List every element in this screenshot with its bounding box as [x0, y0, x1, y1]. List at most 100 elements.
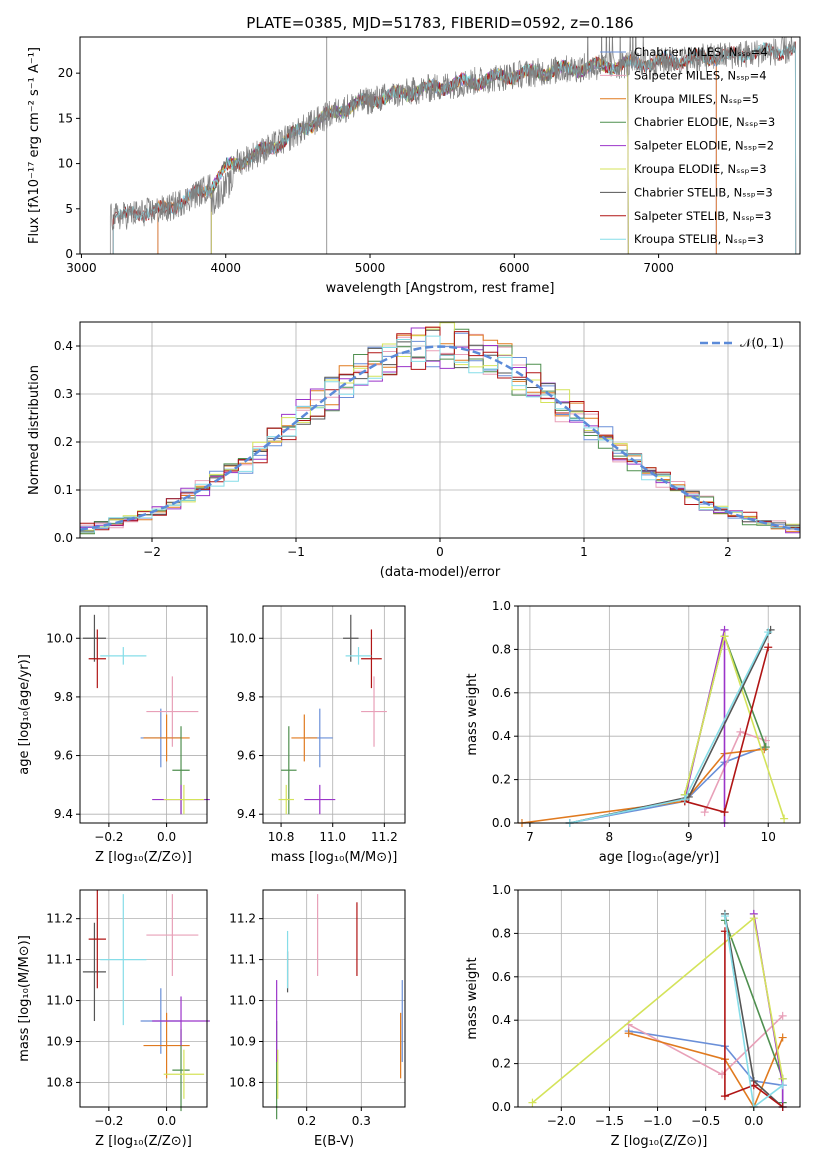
y-tick-label: 15 — [58, 111, 73, 125]
y-axis-label: Flux [fλ10⁻¹⁷ erg cm⁻² s⁻¹ A⁻¹] — [27, 47, 42, 244]
y-tick-label: 5 — [65, 202, 73, 216]
axes-frame — [262, 605, 406, 824]
y-tick-label: 9.6 — [54, 749, 73, 763]
y-tick-label: 0.0 — [492, 1100, 511, 1114]
y-tick-label: 10.0 — [229, 631, 256, 645]
mass-vs-ebv-panel: 0.2 0.3 10.8 10.9 11.0 11.1 11.2 E(B-V) — [229, 889, 406, 1149]
x-tick-label: 7000 — [643, 261, 674, 275]
weight-marker-salpeter_stelib — [720, 1092, 729, 1101]
x-tick-label: 2 — [724, 545, 732, 559]
x-tick-label: −1.5 — [595, 1114, 624, 1128]
y-tick-label: 0.6 — [492, 970, 511, 984]
x-axis-label: E(B-V) — [314, 1134, 354, 1149]
x-tick-label: 6000 — [499, 261, 530, 275]
residuals-panel: 𝒩(0, 1) −2 −1 0 1 2 0.0 0.1 0.2 0.3 0.4 (data-model… — [27, 321, 801, 580]
legend-label-chabrier_miles: Chabrier MILES, Nₛₛₚ=4 — [634, 45, 768, 59]
mass-vs-z-panel: −0.2 0.0 10.8 10.9 11.0 11.1 11.2 Z [log₁₀(Z/Z⊙… — [17, 889, 210, 1149]
axes-frame — [79, 605, 208, 824]
weight-vs-age-panel: 7 8 9 10 0.0 0.2 0.4 0.6 0.8 1.0 age [log₁₀(age/yr… — [465, 599, 801, 865]
x-tick-label: 0 — [436, 545, 444, 559]
x-tick-label: 0.2 — [297, 1114, 316, 1128]
y-tick-label: 0.2 — [492, 1057, 511, 1071]
axes-frame — [262, 889, 406, 1108]
legend-label-chabrier_elodie: Chabrier ELODIE, Nₛₛₚ=3 — [634, 115, 775, 129]
chart-title: PLATE=0385, MJD=51783, FIBERID=0592, z=0… — [246, 14, 633, 32]
weight-line-chabrier_stelib — [569, 629, 772, 824]
x-tick-label: −0.2 — [94, 830, 123, 844]
y-tick-label: 11.2 — [46, 912, 73, 926]
x-tick-label: 9 — [685, 830, 693, 844]
x-tick-label: 10 — [761, 830, 776, 844]
x-axis-label: Z [log₁₀(Z/Z⊙)] — [95, 1134, 192, 1149]
x-axis-label: Z [log₁₀(Z/Z⊙)] — [611, 1134, 708, 1149]
weight-line-kroupa_miles — [521, 748, 765, 824]
y-tick-label: 0.0 — [54, 531, 73, 545]
weight-marker-kroupa_stelib — [778, 1081, 787, 1090]
weight-line-chabrier_miles — [628, 1030, 783, 1087]
y-tick-label: 0.4 — [54, 339, 73, 353]
y-tick-label: 0.8 — [492, 926, 511, 940]
x-tick-label: 3000 — [66, 261, 97, 275]
weight-marker-kroupa_stelib — [764, 628, 773, 637]
y-tick-label: 10.8 — [46, 1075, 73, 1089]
y-axis-label: mass weight — [465, 673, 480, 755]
age-vs-mass-panel: 10.8 11.0 11.2 9.4 9.6 9.8 10.0 mass [log₁₀(M/M… — [229, 605, 406, 865]
axes-frame — [517, 605, 801, 824]
y-axis-label: mass weight — [465, 957, 480, 1039]
x-axis-label: mass [log₁₀(M/M⊙)] — [271, 850, 398, 865]
y-tick-label: 0.6 — [492, 686, 511, 700]
x-tick-label: −2.0 — [547, 1114, 576, 1128]
y-axis-label: Normed distribution — [27, 365, 42, 495]
weight-marker-kroupa_stelib — [680, 795, 689, 804]
x-tick-label: 0.0 — [157, 1114, 176, 1128]
legend-label-chabrier_stelib: Chabrier STELIB, Nₛₛₚ=3 — [634, 185, 773, 199]
y-tick-label: 11.0 — [46, 994, 73, 1008]
y-tick-label: 10.9 — [229, 1034, 256, 1048]
x-tick-label: −0.2 — [94, 1114, 123, 1128]
x-tick-label: −0.5 — [691, 1114, 720, 1128]
legend-label-kroupa_stelib: Kroupa STELIB, Nₛₛₚ=3 — [634, 232, 764, 246]
y-tick-label: 0.8 — [492, 642, 511, 656]
y-tick-label: 9.8 — [54, 690, 73, 704]
weight-marker-chabrier_elodie — [761, 743, 770, 752]
y-tick-label: 0.3 — [54, 387, 73, 401]
y-axis-label: mass [log₁₀(M/M⊙)] — [17, 935, 32, 1062]
x-tick-label: 5000 — [355, 261, 386, 275]
x-tick-label: 8 — [606, 830, 614, 844]
weight-marker-salpeter_miles — [700, 808, 709, 817]
spectrum-legend: Chabrier MILES, Nₛₛₚ=4 Salpeter MILES, Nₛ… — [600, 45, 775, 246]
y-tick-label: 1.0 — [492, 883, 511, 897]
y-tick-label: 0.2 — [54, 435, 73, 449]
x-tick-label: 0.0 — [744, 1114, 763, 1128]
weight-marker-salpeter_stelib — [764, 643, 773, 652]
y-tick-label: 9.4 — [237, 807, 256, 821]
axes-frame — [79, 36, 801, 255]
weight-marker-kroupa_elodie — [528, 1098, 537, 1107]
y-tick-label: 9.6 — [237, 749, 256, 763]
y-tick-label: 1.0 — [492, 599, 511, 613]
weight-line-chabrier_miles — [569, 746, 765, 824]
observed-spectrum — [109, 37, 796, 254]
legend-label-kroupa_elodie: Kroupa ELODIE, Nₛₛₚ=3 — [634, 162, 767, 176]
weight-line-kroupa_miles — [628, 1032, 784, 1109]
x-tick-label: 1 — [580, 545, 588, 559]
y-tick-label: 11.2 — [229, 912, 256, 926]
legend-label-kroupa_miles: Kroupa MILES, Nₛₛₚ=5 — [634, 92, 759, 106]
weight-marker-salpeter_stelib — [720, 808, 729, 817]
y-tick-label: 0.4 — [492, 729, 511, 743]
y-tick-label: 11.1 — [229, 953, 256, 967]
axes-frame — [79, 889, 208, 1108]
y-tick-label: 9.4 — [54, 807, 73, 821]
weight-marker-salpeter_miles — [736, 727, 745, 736]
y-tick-label: 20 — [58, 66, 73, 80]
x-axis-label: wavelength [Angstrom, rest frame] — [326, 281, 555, 296]
x-tick-label: 11.0 — [319, 830, 346, 844]
y-tick-label: 0.4 — [492, 1013, 511, 1027]
x-tick-label: 0.0 — [157, 830, 176, 844]
weight-marker-salpeter_miles — [778, 1011, 787, 1020]
x-tick-label: 0.3 — [352, 1114, 371, 1128]
y-tick-label: 10.9 — [46, 1034, 73, 1048]
weight-marker-kroupa_stelib — [720, 912, 729, 921]
x-tick-label: −2 — [143, 545, 161, 559]
